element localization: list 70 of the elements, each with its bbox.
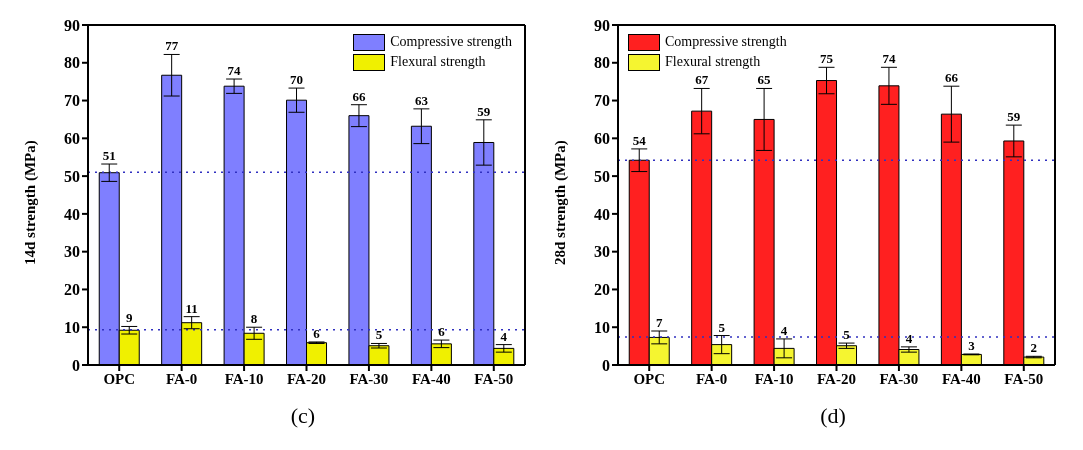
data-label: 4: [780, 322, 788, 338]
data-label: 5: [718, 319, 726, 335]
y-tick-label: 10: [64, 318, 80, 336]
x-tick-label: FA-0: [165, 370, 198, 387]
legend-label: Compressive strength: [665, 33, 787, 51]
data-label: 51: [102, 148, 116, 164]
x-tick-label: FA-30: [879, 370, 919, 387]
y-tick-label: 70: [594, 92, 610, 110]
data-label: 74: [882, 51, 896, 67]
x-tick-label: FA-40: [411, 370, 451, 387]
y-tick-label: 90: [594, 16, 610, 34]
data-label: 7: [655, 315, 663, 330]
y-tick-label: 60: [64, 130, 80, 148]
text: (d): [819, 403, 847, 429]
data-label: 2: [1030, 340, 1038, 356]
legend-label: Flexural strength: [390, 53, 486, 71]
x-tick-label: FA-40: [941, 370, 981, 387]
x-tick-label: FA-10: [224, 370, 264, 387]
data-label: 66: [352, 88, 366, 104]
y-tick-label: 40: [594, 205, 610, 223]
x-tick-label: FA-0: [695, 370, 728, 387]
data-label: 70: [290, 72, 304, 88]
data-label: 75: [820, 51, 834, 67]
y-tick-label: 50: [594, 167, 610, 185]
y-tick-label: 0: [72, 356, 80, 374]
y-tick-label: 20: [64, 281, 80, 299]
data-label: 66: [944, 70, 959, 86]
x-tick-label: FA-10: [754, 370, 794, 387]
y-tick-label: 90: [64, 16, 80, 34]
y-tick-label: 20: [594, 281, 610, 299]
y-tick-label: 30: [594, 243, 610, 261]
y-tick-label: 30: [64, 243, 80, 261]
x-tick-label: FA-30: [349, 370, 389, 387]
y-tick-label: 60: [594, 130, 610, 148]
data-label: 4: [500, 328, 508, 344]
y-axis-title: 28d strength (MPa): [552, 140, 570, 265]
data-label: 4: [905, 330, 913, 346]
data-label: 6: [313, 325, 321, 341]
data-label: 3: [968, 338, 976, 354]
data-label: 74: [227, 63, 242, 79]
data-label: 65: [757, 72, 772, 88]
y-tick-label: 80: [594, 54, 610, 72]
legend-label: Compressive strength: [390, 33, 512, 51]
legend-label: Flexural strength: [665, 53, 761, 71]
y-tick-label: 50: [64, 167, 80, 185]
y-tick-label: 10: [594, 318, 610, 336]
x-tick-label: FA-50: [1004, 370, 1044, 387]
data-label: 11: [185, 300, 198, 316]
y-tick-label: 0: [602, 356, 610, 374]
text: (c): [289, 403, 317, 429]
y-tick-label: 70: [64, 92, 80, 110]
x-tick-label: FA-50: [474, 370, 514, 387]
data-label: 5: [375, 327, 383, 343]
data-label: 59: [1007, 109, 1021, 125]
y-tick-label: 80: [64, 54, 80, 72]
x-tick-label: FA-20: [287, 370, 326, 387]
x-tick-label: OPC: [103, 370, 136, 387]
data-label: 59: [477, 103, 491, 119]
data-label: 67: [695, 72, 709, 88]
x-tick-label: OPC: [633, 370, 666, 387]
data-label: 6: [438, 324, 446, 340]
x-tick-label: FA-20: [817, 370, 856, 387]
data-label: 5: [843, 327, 851, 343]
data-label: 9: [125, 310, 133, 326]
y-axis-title: 14d strength (MPa): [22, 140, 40, 265]
data-label: 63: [414, 92, 429, 108]
data-label: 8: [250, 311, 258, 327]
data-label: 77: [165, 38, 179, 54]
data-label: 54: [632, 132, 647, 148]
y-tick-label: 40: [64, 205, 80, 223]
